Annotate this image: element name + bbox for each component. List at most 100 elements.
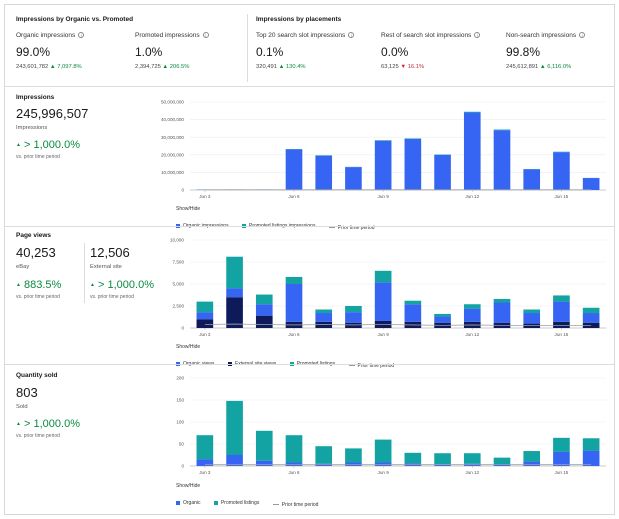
bar <box>553 301 570 322</box>
impressions-title: Impressions <box>16 94 55 101</box>
x-tick-label: Jun 6 <box>288 194 300 199</box>
divider <box>247 14 248 82</box>
page-views-chart: 10,000 7,500 5,000 2,500 0 Jun 3 Jun 6 Jun 9 Jun… <box>170 238 606 337</box>
x-tick-label: Jun 12 <box>465 194 479 199</box>
impressions-period: vs. prior time period <box>16 154 60 160</box>
bar <box>196 312 214 320</box>
promoted-swatch-icon <box>213 501 218 505</box>
prior-line-icon <box>348 365 355 366</box>
bar <box>493 457 511 465</box>
page-views-external-change-value: > 1,000.0% <box>98 279 154 291</box>
page-views-ebay-value: 40,253 <box>16 245 56 260</box>
quantity-sold-value: 803 <box>16 385 38 400</box>
bar <box>553 451 570 466</box>
info-icon[interactable]: i <box>579 32 586 39</box>
quantity-sold-change: ▲ > 1,000.0% <box>16 418 80 430</box>
quantity-sold-change-value: > 1,000.0% <box>24 418 80 430</box>
y-tick-label: 7,500 <box>173 260 185 265</box>
quantity-sold-show-hide: Show/Hide <box>176 483 201 489</box>
y-tick-label: 50 <box>179 442 185 447</box>
y-tick-label: 200 <box>176 376 184 381</box>
bar <box>285 462 303 466</box>
up-arrow-icon: ▲ <box>16 421 21 428</box>
info-icon[interactable]: i <box>202 32 209 39</box>
bar <box>493 129 511 131</box>
placements-title: Impressions by placements <box>256 16 342 23</box>
metric-count: 2,394,725 ▲ 206.5% <box>135 64 189 70</box>
bar <box>404 138 422 190</box>
up-arrow-icon: ▲ <box>16 282 21 289</box>
page-views-show-hide: Show/Hide <box>176 344 201 350</box>
bar <box>463 112 481 190</box>
organic-swatch-icon <box>176 501 180 505</box>
bar <box>582 438 600 451</box>
prior-line-icon <box>328 227 335 228</box>
bar <box>374 140 392 190</box>
metric-label: Non-search impressions i <box>506 32 586 39</box>
bar <box>196 319 214 328</box>
legend-organic[interactable]: Organic <box>176 500 201 506</box>
y-tick-label: 30,000,000 <box>161 135 184 140</box>
quantity-sold-sublabel: Sold <box>16 404 28 410</box>
metric-label: Organic impressions i <box>16 32 85 39</box>
metric-value: 1.0% <box>135 45 163 59</box>
bar <box>553 437 570 452</box>
legend-prior-period[interactable]: Prior time period <box>328 224 375 231</box>
legend-prior-period[interactable]: Prior time period <box>272 502 318 508</box>
metric-label: Promoted impressions i <box>135 32 209 39</box>
impressions-change: ▲ > 1,000.0% <box>16 139 80 151</box>
bar <box>315 313 333 322</box>
info-icon[interactable]: i <box>348 32 355 39</box>
legend-promoted-listings[interactable]: Promoted listings <box>213 500 259 506</box>
info-icon[interactable]: i <box>78 32 85 39</box>
bar <box>404 304 422 322</box>
metric-count: 243,601,782 ▲ 7,097.8% <box>16 64 82 70</box>
legend-label: Prior time period <box>337 224 375 231</box>
prior-period-line <box>204 323 592 326</box>
metric-value: 99.0% <box>16 45 51 59</box>
impressions-chart: 50,000,000 40,000,000 30,000,000 20,000,000… <box>161 100 606 199</box>
bar <box>345 312 362 323</box>
bar <box>523 313 541 324</box>
dashboard-panel <box>4 4 615 515</box>
impressions-show-hide: Show/Hide <box>176 206 201 212</box>
metric-change: ▼ 16.1% <box>400 64 425 70</box>
bar <box>374 270 392 283</box>
y-tick-label: 100 <box>176 420 184 425</box>
metric-value: 0.1% <box>256 45 284 59</box>
bar <box>315 155 333 190</box>
y-tick-label: 40,000,000 <box>161 117 184 122</box>
info-icon[interactable]: i <box>474 32 481 39</box>
bar <box>255 460 273 466</box>
bar <box>434 316 451 323</box>
page-views-ebay-label: eBay <box>16 264 30 270</box>
quantity-sold-chart: 200 150 100 50 0 Jun 3 Jun 6 Jun 9 Jun 12 Jun 15 <box>176 376 606 475</box>
legend-prior-period[interactable]: Prior time period <box>348 363 394 369</box>
page-views-ebay-change-value: 883.5% <box>24 279 62 291</box>
bar <box>226 400 243 455</box>
bar <box>374 462 392 466</box>
bar <box>374 439 392 463</box>
metric-count-value: 243,601,782 <box>16 64 50 70</box>
metric-change: ▲ 6,116.0% <box>539 64 572 70</box>
impressions-legend: Organic impressions Promoted listings im… <box>176 215 384 233</box>
bar <box>493 302 511 323</box>
bar <box>404 300 422 305</box>
bar <box>523 461 541 466</box>
page-views-ebay-period: vs. prior time period <box>16 294 60 300</box>
divider <box>5 364 614 365</box>
bar <box>463 304 481 309</box>
bar <box>493 464 511 466</box>
bar <box>434 313 451 317</box>
x-tick-label: Jun 12 <box>465 470 479 475</box>
metric-count-value: 2,394,725 <box>135 64 163 70</box>
quantity-sold-period: vs. prior time period <box>16 433 60 439</box>
bar <box>315 309 333 314</box>
x-tick-label: Jun 3 <box>199 194 211 199</box>
y-tick-label: 20,000,000 <box>161 152 184 157</box>
metric-label-text: Promoted impressions <box>135 32 200 39</box>
x-tick-label: Jun 15 <box>555 470 569 475</box>
metric-label-text: Top 20 search slot impressions <box>256 32 346 39</box>
metric-change: ▲ 130.4% <box>278 64 306 70</box>
page-views-title: Page views <box>16 232 52 239</box>
